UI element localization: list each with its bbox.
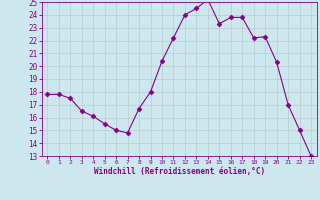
- X-axis label: Windchill (Refroidissement éolien,°C): Windchill (Refroidissement éolien,°C): [94, 167, 265, 176]
